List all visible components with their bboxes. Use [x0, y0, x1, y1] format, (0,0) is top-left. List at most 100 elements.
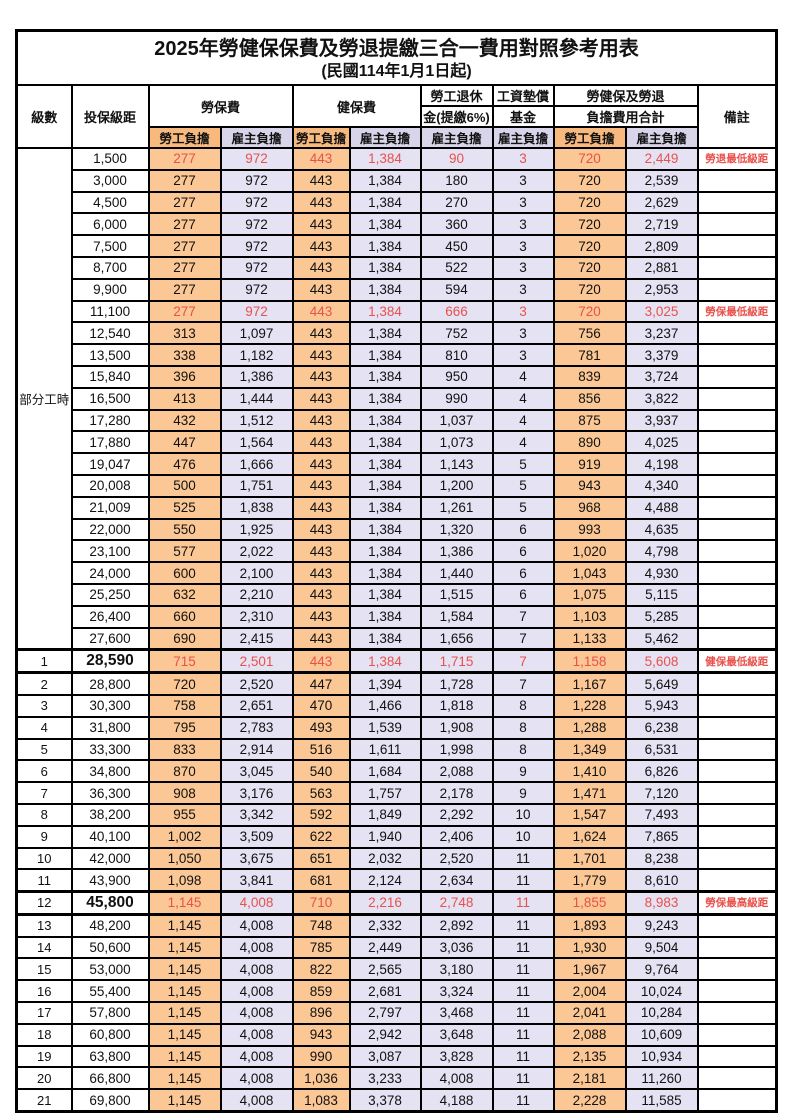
cell-wage-fund-employer: 3 — [491, 277, 555, 302]
cell-level: 4 — [15, 715, 73, 740]
cell-remark — [696, 495, 778, 520]
cell-pension-employer: 2,748 — [419, 890, 494, 916]
cell-labor-employee: 277 — [147, 277, 222, 302]
cell-total-employer: 2,449 — [624, 147, 699, 171]
table-row: 1 28,590 715 2,501 443 1,384 1,715 7 1,158 5,608 健… — [15, 648, 778, 675]
cell-insured-bracket: 3,000 — [70, 168, 150, 193]
cell-health-employee: 443 — [291, 147, 351, 171]
subheader-total-employer: 雇主負擔 — [624, 126, 699, 149]
cell-remark — [696, 168, 778, 193]
table-row: 8 38,200 955 3,342 592 1,849 2,292 10 1,547 7,493 — [15, 802, 778, 827]
table-row: 20,008 500 1,751 443 1,384 1,200 5 943 4,340 — [17, 473, 778, 498]
cell-labor-employee: 500 — [147, 473, 222, 498]
cell-insured-bracket: 69,800 — [70, 1088, 150, 1113]
cell-total-employer: 8,238 — [624, 846, 699, 871]
cell-health-employee: 443 — [291, 212, 351, 237]
cell-labor-employee: 720 — [147, 671, 222, 696]
cell-labor-employer: 2,310 — [219, 604, 294, 629]
cell-wage-fund-employer: 5 — [491, 495, 555, 520]
cell-total-employee: 1,701 — [552, 846, 627, 871]
table-row: 9,900 277 972 443 1,384 594 3 720 2,953 — [17, 277, 778, 302]
cell-pension-employer: 2,634 — [419, 868, 494, 893]
cell-health-employee: 785 — [291, 935, 351, 960]
subheader-labor-employer: 雇主負擔 — [219, 126, 294, 149]
cell-level: 10 — [15, 846, 73, 871]
cell-labor-employer: 4,008 — [219, 1088, 294, 1113]
cell-labor-employee: 277 — [147, 255, 222, 280]
cell-insured-bracket: 28,590 — [70, 648, 150, 675]
cell-health-employee: 443 — [291, 648, 351, 675]
cell-health-employee: 443 — [291, 517, 351, 542]
cell-remark — [696, 582, 778, 607]
subheader-total-employee: 勞工負擔 — [552, 126, 627, 149]
cell-pension-employer: 752 — [419, 321, 494, 346]
cell-labor-employee: 690 — [147, 626, 222, 651]
cell-labor-employer: 2,783 — [219, 715, 294, 740]
cell-level: 2 — [15, 671, 73, 696]
cell-total-employer: 5,115 — [624, 582, 699, 607]
cell-remark — [696, 255, 778, 280]
cell-wage-fund-employer: 11 — [491, 868, 555, 893]
cell-remark — [696, 715, 778, 740]
cell-total-employer: 6,238 — [624, 715, 699, 740]
cell-health-employer: 1,384 — [348, 648, 422, 675]
cell-labor-employee: 396 — [147, 364, 222, 389]
cell-labor-employer: 1,925 — [219, 517, 294, 542]
cell-total-employer: 4,930 — [624, 561, 699, 585]
cell-remark — [696, 343, 778, 367]
cell-labor-employee: 277 — [147, 190, 222, 215]
cell-health-employer: 2,565 — [348, 957, 422, 982]
cell-insured-bracket: 26,400 — [70, 604, 150, 629]
cell-wage-fund-employer: 6 — [491, 561, 555, 585]
cell-pension-employer: 2,178 — [419, 781, 494, 805]
cell-pension-employer: 3,180 — [419, 957, 494, 982]
cell-wage-fund-employer: 3 — [491, 212, 555, 237]
cell-health-employee: 540 — [291, 759, 351, 784]
cell-remark — [696, 234, 778, 258]
cell-labor-employer: 4,008 — [219, 1022, 294, 1047]
cell-remark — [696, 671, 778, 696]
cell-health-employee: 516 — [291, 737, 351, 762]
cell-labor-employee: 1,145 — [147, 957, 222, 982]
cell-labor-employee: 313 — [147, 321, 222, 346]
cell-total-employer: 10,024 — [624, 979, 699, 1004]
cell-level: 11 — [15, 868, 73, 893]
cell-health-employee: 447 — [291, 671, 351, 696]
cell-insured-bracket: 4,500 — [70, 190, 150, 215]
cell-health-employee: 443 — [291, 343, 351, 367]
cell-total-employee: 1,158 — [552, 648, 627, 675]
cell-labor-employee: 1,145 — [147, 890, 222, 916]
cell-remark — [696, 1044, 778, 1069]
cell-insured-bracket: 31,800 — [70, 715, 150, 740]
cell-health-employee: 443 — [291, 364, 351, 389]
table-row: 20 66,800 1,145 4,008 1,036 3,233 4,008 11 2,181… — [15, 1066, 778, 1091]
cell-labor-employee: 550 — [147, 517, 222, 542]
cell-labor-employee: 277 — [147, 234, 222, 258]
cell-labor-employer: 3,841 — [219, 868, 294, 893]
cell-total-employer: 3,237 — [624, 321, 699, 346]
cell-health-employee: 443 — [291, 452, 351, 476]
cell-remark — [696, 781, 778, 805]
cell-remark: 勞保最低級距 — [696, 299, 778, 324]
table-row: 15 53,000 1,145 4,008 822 2,565 3,180 11 1,967 9,… — [15, 957, 778, 982]
cell-level: 14 — [15, 935, 73, 960]
cell-remark — [696, 539, 778, 564]
cell-health-employer: 1,849 — [348, 802, 422, 827]
cell-health-employer: 1,940 — [348, 824, 422, 849]
table-row: 27,600 690 2,415 443 1,384 1,656 7 1,133 5,462 — [17, 626, 778, 651]
cell-total-employer: 5,943 — [624, 693, 699, 718]
cell-total-employee: 720 — [552, 277, 627, 302]
cell-remark — [696, 759, 778, 784]
cell-health-employer: 2,332 — [348, 913, 422, 938]
cell-pension-employer: 990 — [419, 386, 494, 411]
table-row: 24,000 600 2,100 443 1,384 1,440 6 1,043 4,930 — [17, 561, 778, 585]
cell-insured-bracket: 20,008 — [70, 473, 150, 498]
cell-wage-fund-employer: 6 — [491, 582, 555, 607]
table-row: 7 36,300 908 3,176 563 1,757 2,178 9 1,471 7,120 — [15, 781, 778, 805]
cell-insured-bracket: 34,800 — [70, 759, 150, 784]
header-row-1: 級數 投保級距 勞保費 健保費 勞工退休 工資墊償 勞健保及勞退 備註 — [15, 84, 778, 149]
cell-total-employer: 9,504 — [624, 935, 699, 960]
cell-health-employer: 3,233 — [348, 1066, 422, 1091]
cell-health-employer: 2,124 — [348, 868, 422, 893]
cell-labor-employer: 3,176 — [219, 781, 294, 805]
